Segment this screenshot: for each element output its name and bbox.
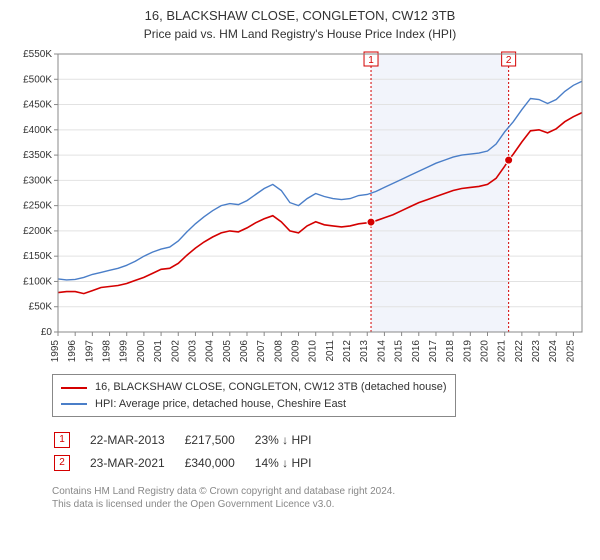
svg-text:2014: 2014 xyxy=(376,340,387,363)
svg-text:2025: 2025 xyxy=(565,340,576,363)
svg-text:2018: 2018 xyxy=(445,340,456,363)
chart-plot-area: £0 £50K £100K £150K £200K £250K £300K £350K £400… xyxy=(12,48,588,368)
legend-label-property: 16, BLACKSHAW CLOSE, CONGLETON, CW12 3TB… xyxy=(95,379,447,396)
svg-text:£200K: £200K xyxy=(23,226,52,237)
footer-line-2: This data is licensed under the Open Gov… xyxy=(52,498,588,511)
svg-text:2020: 2020 xyxy=(480,340,491,363)
marker-date-1: 22-MAR-2013 xyxy=(90,429,183,450)
svg-text:£550K: £550K xyxy=(23,49,52,60)
marker-pct-2: 14% ↓ HPI xyxy=(255,452,330,473)
footer-line-1: Contains HM Land Registry data © Crown c… xyxy=(52,485,588,498)
svg-text:2000: 2000 xyxy=(136,340,147,363)
svg-text:2004: 2004 xyxy=(205,340,216,363)
marker-box-1: 1 xyxy=(54,432,70,448)
svg-text:1998: 1998 xyxy=(102,340,113,363)
legend: 16, BLACKSHAW CLOSE, CONGLETON, CW12 3TB… xyxy=(52,374,456,417)
footer: Contains HM Land Registry data © Crown c… xyxy=(52,485,588,511)
legend-label-hpi: HPI: Average price, detached house, Ches… xyxy=(95,396,346,413)
chart-title: 16, BLACKSHAW CLOSE, CONGLETON, CW12 3TB xyxy=(12,8,588,25)
svg-text:2007: 2007 xyxy=(256,340,267,363)
marker-price-1: £217,500 xyxy=(185,429,253,450)
svg-text:2002: 2002 xyxy=(170,340,181,363)
svg-text:2023: 2023 xyxy=(531,340,542,363)
svg-text:2003: 2003 xyxy=(187,340,198,363)
svg-text:2016: 2016 xyxy=(411,340,422,363)
svg-text:2008: 2008 xyxy=(273,340,284,363)
svg-text:£450K: £450K xyxy=(23,100,52,111)
svg-text:1: 1 xyxy=(368,55,374,66)
svg-text:£150K: £150K xyxy=(23,252,52,263)
svg-text:2012: 2012 xyxy=(342,340,353,363)
svg-text:2015: 2015 xyxy=(394,340,405,363)
svg-text:2006: 2006 xyxy=(239,340,250,363)
marker-row-2: 2 23-MAR-2021 £340,000 14% ↓ HPI xyxy=(54,452,329,473)
svg-text:£300K: £300K xyxy=(23,176,52,187)
svg-text:1999: 1999 xyxy=(119,340,130,363)
svg-text:£250K: £250K xyxy=(23,201,52,212)
svg-text:2005: 2005 xyxy=(222,340,233,363)
svg-text:2: 2 xyxy=(506,55,512,66)
svg-text:£350K: £350K xyxy=(23,151,52,162)
svg-text:£500K: £500K xyxy=(23,75,52,86)
svg-text:1996: 1996 xyxy=(67,340,78,363)
marker-price-2: £340,000 xyxy=(185,452,253,473)
svg-text:2022: 2022 xyxy=(514,340,525,363)
svg-text:2019: 2019 xyxy=(462,340,473,363)
svg-text:2021: 2021 xyxy=(497,340,508,363)
svg-text:2010: 2010 xyxy=(308,340,319,363)
svg-text:£400K: £400K xyxy=(23,125,52,136)
svg-text:£100K: £100K xyxy=(23,277,52,288)
markers-table: 1 22-MAR-2013 £217,500 23% ↓ HPI 2 23-MA… xyxy=(52,427,331,475)
legend-swatch-hpi xyxy=(61,403,87,405)
legend-swatch-property xyxy=(61,387,87,389)
chart-subtitle: Price paid vs. HM Land Registry's House … xyxy=(12,27,588,43)
svg-text:£50K: £50K xyxy=(29,302,53,313)
svg-text:2017: 2017 xyxy=(428,340,439,363)
marker-box-2: 2 xyxy=(54,455,70,471)
svg-text:2013: 2013 xyxy=(359,340,370,363)
legend-item-hpi: HPI: Average price, detached house, Ches… xyxy=(61,396,447,413)
svg-text:2011: 2011 xyxy=(325,340,336,362)
marker-pct-1: 23% ↓ HPI xyxy=(255,429,330,450)
svg-text:2009: 2009 xyxy=(291,340,302,363)
svg-text:2024: 2024 xyxy=(548,340,559,363)
svg-text:1997: 1997 xyxy=(84,340,95,363)
svg-text:£0: £0 xyxy=(41,327,53,338)
chart-svg: £0 £50K £100K £150K £200K £250K £300K £350K £400… xyxy=(12,48,588,368)
chart-container: 16, BLACKSHAW CLOSE, CONGLETON, CW12 3TB… xyxy=(0,0,600,515)
marker-row-1: 1 22-MAR-2013 £217,500 23% ↓ HPI xyxy=(54,429,329,450)
marker-date-2: 23-MAR-2021 xyxy=(90,452,183,473)
svg-text:1995: 1995 xyxy=(50,340,61,363)
legend-item-property: 16, BLACKSHAW CLOSE, CONGLETON, CW12 3TB… xyxy=(61,379,447,396)
svg-text:2001: 2001 xyxy=(153,340,164,363)
